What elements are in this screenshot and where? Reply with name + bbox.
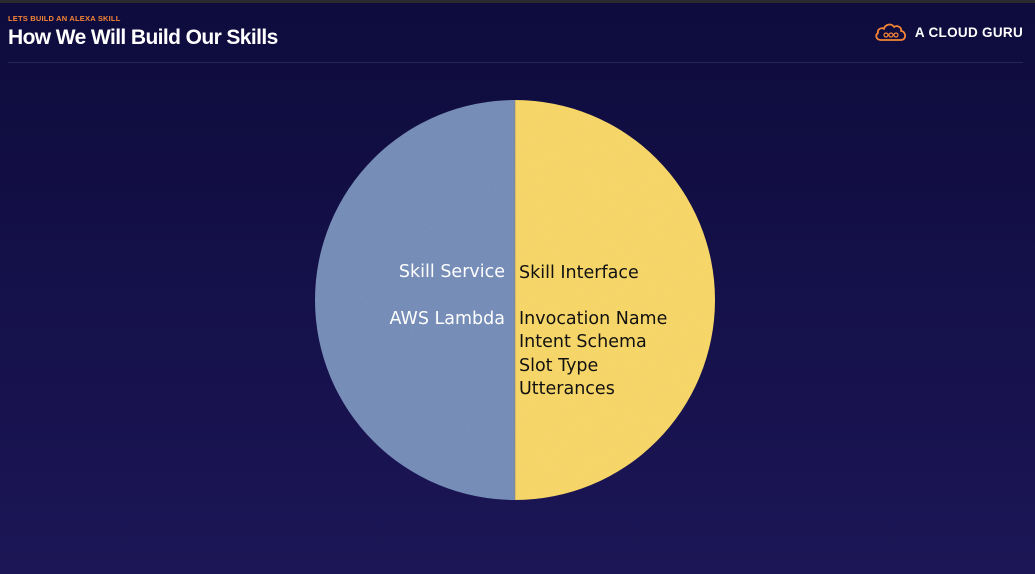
skill-interface-list: Invocation Name Intent Schema Slot Type … bbox=[519, 308, 667, 401]
slide-header: LETS BUILD AN ALEXA SKILL How We Will Bu… bbox=[8, 14, 1023, 63]
skill-service-heading: Skill Service bbox=[398, 262, 505, 282]
aws-lambda-label: AWS Lambda bbox=[389, 309, 505, 329]
list-item: Intent Schema bbox=[519, 332, 647, 353]
brand-name: A CLOUD GURU bbox=[914, 24, 1023, 40]
list-item: Slot Type bbox=[519, 355, 599, 376]
skill-interface-heading: Skill Interface bbox=[519, 263, 639, 283]
list-item: Utterances bbox=[519, 378, 615, 399]
slide-title: How We Will Build Our Skills bbox=[8, 26, 278, 49]
cloud-logo-icon bbox=[875, 23, 906, 41]
brand-logo: A CLOUD GURU bbox=[873, 20, 1023, 44]
list-item: Invocation Name bbox=[519, 309, 668, 329]
window-top-edge bbox=[0, 0, 1035, 3]
slide-kicker: LETS BUILD AN ALEXA SKILL bbox=[8, 14, 121, 23]
